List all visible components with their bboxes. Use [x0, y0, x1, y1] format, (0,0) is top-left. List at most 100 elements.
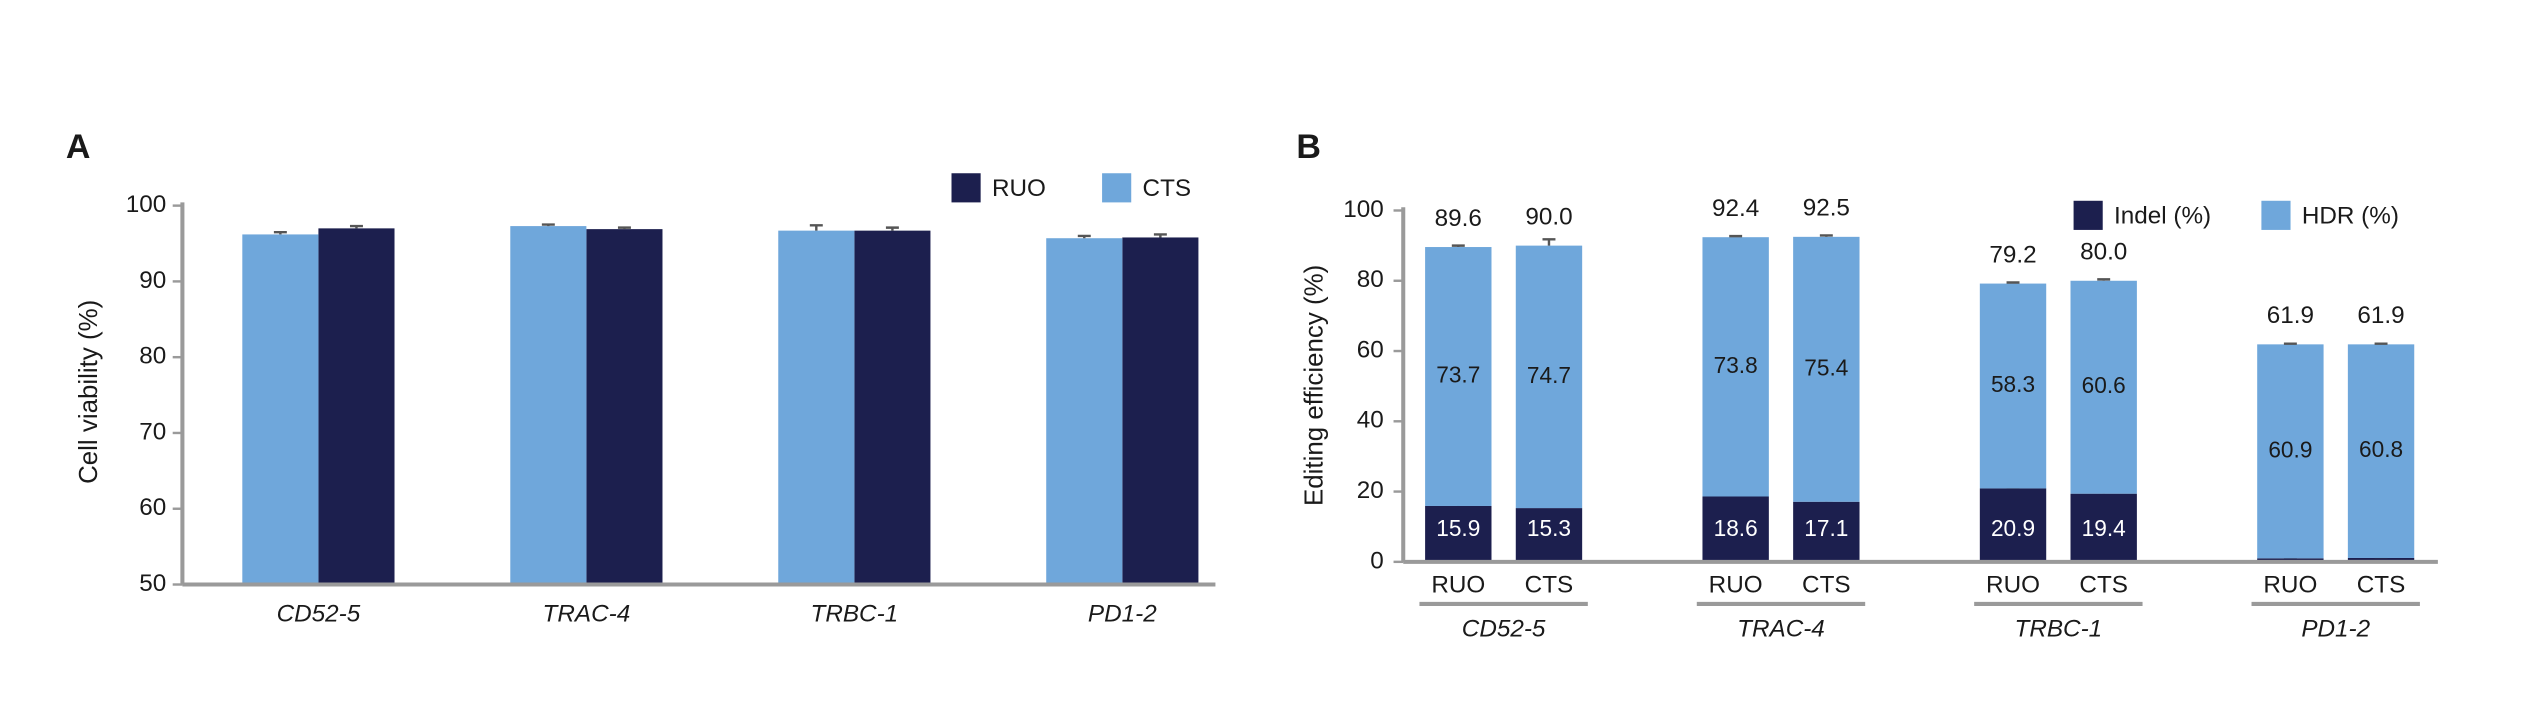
y-tick-label: 0: [1370, 547, 1384, 574]
x-tick-label: RUO: [1431, 572, 1485, 599]
x-tick-label: TRAC-4: [543, 601, 631, 628]
value-label: 20.9: [1991, 515, 2035, 541]
bar-segment: [2070, 280, 2137, 494]
x-tick-label: CTS: [1525, 572, 1574, 599]
error-bar: [2006, 281, 2020, 284]
value-label: 73.8: [1714, 352, 1758, 378]
error-bar: [541, 223, 555, 227]
bar: [318, 228, 395, 585]
legend-swatch: [1102, 173, 1132, 203]
x-tick-label: CD52-5: [277, 601, 361, 628]
y-tick-label: 70: [139, 418, 166, 445]
x-tick-label: TRBC-1: [811, 601, 899, 628]
y-tick-label: 100: [1343, 196, 1384, 223]
group-label: TRBC-1: [2015, 615, 2103, 642]
group-label: PD1-2: [2301, 615, 2370, 642]
total-label: 92.4: [1712, 195, 1759, 222]
error-bar: [2283, 342, 2297, 345]
value-label: 74.7: [1527, 362, 1571, 388]
value-label: 18.6: [1714, 515, 1758, 541]
total-label: 80.0: [2080, 239, 2127, 266]
bar-segment: [1793, 236, 1860, 502]
bar-segment: [2070, 493, 2137, 562]
y-tick-label: 60: [139, 494, 166, 521]
error-bar: [617, 226, 631, 230]
value-label: 15.9: [1436, 515, 1480, 541]
total-label: 90.0: [1525, 204, 1572, 231]
value-label: 60.6: [2082, 372, 2126, 398]
legend-swatch: [2261, 200, 2291, 230]
x-tick-label: RUO: [1986, 572, 2040, 599]
legend-label: Indel (%): [2114, 202, 2211, 229]
bar-segment: [1979, 283, 2047, 489]
legend-label: HDR (%): [2302, 202, 2399, 229]
error-bar: [273, 230, 287, 235]
bar-segment: [1425, 505, 1492, 562]
value-label: 15.3: [1527, 515, 1571, 541]
y-axis-label: Editing efficiency (%): [1301, 265, 1329, 506]
error-bar: [1819, 234, 1833, 237]
error-bar: [2097, 278, 2111, 281]
error-bar: [1153, 233, 1167, 238]
bar-segment: [2347, 344, 2415, 558]
bar-segment: [1702, 237, 1769, 497]
total-label: 92.5: [1803, 195, 1850, 222]
total-label: 89.6: [1435, 205, 1482, 232]
bar: [854, 230, 931, 585]
legend-swatch: [2073, 200, 2103, 230]
value-label: 58.3: [1991, 371, 2035, 397]
panel-label: A: [66, 128, 91, 166]
bar-segment: [1702, 496, 1769, 562]
y-tick-label: 40: [1357, 407, 1384, 434]
value-label: 75.4: [1804, 354, 1848, 380]
value-label: 60.9: [2268, 436, 2312, 462]
value-label: 73.7: [1436, 361, 1480, 387]
total-label: 61.9: [2267, 302, 2314, 329]
group-label: TRAC-4: [1737, 615, 1825, 642]
bar-segment: [1425, 247, 1492, 506]
bar-segment: [1515, 508, 1583, 562]
y-tick-label: 20: [1357, 477, 1384, 504]
legend-label: RUO: [992, 175, 1046, 202]
total-label: 79.2: [1989, 241, 2036, 268]
bar: [778, 230, 855, 585]
error-bar: [809, 224, 823, 231]
bar-segment: [2257, 344, 2324, 559]
bar: [242, 234, 319, 585]
value-label: 60.8: [2359, 436, 2403, 462]
y-tick-label: 80: [139, 343, 166, 370]
error-bar: [1542, 238, 1556, 246]
x-tick-label: PD1-2: [1088, 601, 1157, 628]
y-tick-label: 50: [139, 570, 166, 597]
error-bar: [2374, 342, 2388, 345]
y-tick-label: 60: [1357, 336, 1384, 363]
x-tick-label: CTS: [2357, 572, 2406, 599]
value-label: 17.1: [1804, 515, 1848, 541]
x-tick-label: RUO: [2263, 572, 2317, 599]
error-bar: [349, 224, 363, 229]
error-bar: [1729, 234, 1743, 238]
error-bar: [1077, 234, 1091, 239]
bar: [1122, 237, 1199, 585]
error-bar: [885, 226, 899, 231]
value-label: 19.4: [2082, 515, 2126, 541]
bar-segment: [1979, 488, 2047, 562]
error-bar: [1451, 244, 1465, 248]
legend-swatch: [951, 173, 981, 203]
bar-segment: [1515, 245, 1583, 509]
panel-label: B: [1296, 128, 1321, 166]
y-tick-label: 100: [126, 191, 167, 218]
legend-label: CTS: [1143, 175, 1192, 202]
bar: [510, 226, 587, 585]
x-tick-label: CTS: [1802, 572, 1851, 599]
x-tick-label: RUO: [1709, 572, 1763, 599]
x-tick-label: CTS: [2079, 572, 2128, 599]
bar-segment: [1793, 501, 1860, 562]
group-label: CD52-5: [1462, 615, 1546, 642]
y-tick-label: 90: [139, 267, 166, 294]
total-label: 61.9: [2357, 302, 2404, 329]
bar: [1046, 238, 1123, 585]
y-axis-label: Cell viability (%): [75, 300, 103, 484]
bar: [586, 229, 663, 585]
